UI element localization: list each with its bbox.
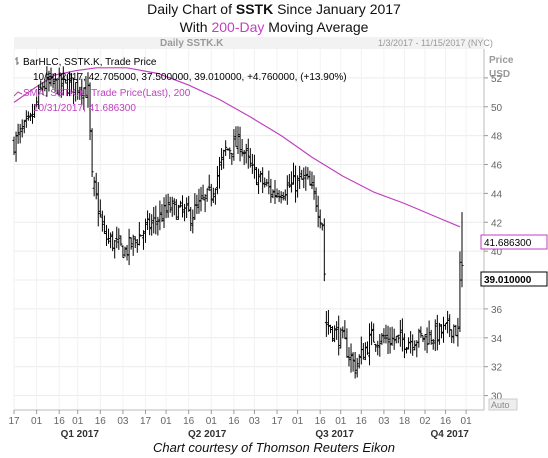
price-tick-label: 36 [491,305,503,316]
day-tick-label: 01 [72,416,84,427]
grid [13,49,484,410]
quarter-label: Q2 2017 [188,429,227,440]
day-tick-label: 01 [161,416,173,427]
price-tick-label: 42 [491,218,503,229]
sma-last-value-box [480,234,548,250]
day-tick-label: 18 [399,416,411,427]
day-tick-label: 16 [183,416,195,427]
panel-header-bar [14,37,484,49]
quarter-label: Q3 2017 [315,429,354,440]
legend-bar-series: BarHLC, SSTK.K, Trade Price 10/31/2017, … [15,57,347,83]
price-tick-label: 40 [491,247,503,258]
auto-scale-label: Auto [491,400,510,410]
day-tick-label: 16 [440,416,452,427]
auto-scale-button[interactable] [488,398,518,411]
chart-title-line-1: Daily Chart of SSTK Since January 2017 [0,1,548,17]
legend-sma-series: SMA, SSTK.K, Trade Price(Last), 200 10/3… [13,88,191,114]
legend: BarHLC, SSTK.K, Trade Price 10/31/2017, … [13,57,347,114]
legend-sma-name: SMA, SSTK.K, Trade Price(Last), 200 [23,88,191,99]
day-tick-label: 03 [117,416,129,427]
day-tick-label: 16 [356,416,368,427]
day-tick-label: 03 [378,416,390,427]
subtitle-suffix: Moving Average [264,19,369,35]
day-tick-label: 16 [95,416,107,427]
legend-bar-name: BarHLC, SSTK.K, Trade Price [23,57,157,68]
legend-sma-values: 10/31/2017, 41.686300 [33,103,136,114]
ohlc-bars [12,66,464,379]
date-range: 1/3/2017 - 11/15/2017 (NYC) [378,38,493,48]
day-tick-label: 16 [315,416,327,427]
quarter-label: Q1 2017 [61,429,100,440]
legend-bar-values: 10/31/2017, 42.705000, 37.500000, 39.010… [33,72,347,83]
sma-last-value: 41.686300 [484,238,532,249]
day-tick-label: 16 [228,416,240,427]
last-price-box [480,271,548,287]
price-tick-label: 46 [491,161,503,172]
day-tick-label: 17 [8,416,20,427]
title-suffix: Since January 2017 [273,1,401,17]
price-tick-label: 44 [491,189,503,200]
price-tick-label: 30 [491,392,503,403]
day-tick-label: 17 [140,416,152,427]
title-ticker: SSTK [235,1,274,17]
day-tick-label: 17 [271,416,283,427]
price-axis-label: Price [489,55,514,66]
price-tick-label: 32 [491,363,503,374]
day-tick-label: 02 [419,416,431,427]
day-tick-label: 16 [54,416,66,427]
title-prefix: Daily Chart of [147,1,236,17]
price-tick-label: 52 [491,74,503,85]
day-tick-label: 01 [292,416,304,427]
last-price-tag: 39.010000 [480,271,548,287]
day-tick-label: 01 [206,416,218,427]
price-tick-label: 34 [491,334,503,345]
quarter-label: Q4 2017 [430,429,469,440]
sma-line [13,67,461,228]
day-tick-label: 01 [31,416,43,427]
time-axis: 17 01 16 01 16 03 17 01 16 01 16 03 17 01 16 01 16 03 18 02… [8,410,472,440]
price-unit-label: USD [489,69,510,80]
subtitle-sma-label: 200-Day [211,19,265,35]
day-tick-label: 03 [249,416,261,427]
legend-sma-glyph [13,91,23,97]
price-tick-label: 48 [491,132,503,143]
price-tick-label: 50 [491,103,503,114]
sma-200-line [13,67,461,228]
day-tick-label: 01 [335,416,347,427]
sma-last-value-tag: 41.686300 [480,234,548,250]
chart-title-line-2: With 200-Day Moving Average [0,19,548,35]
chart-credit: Chart courtesy of Thomson Reuters Eikon [152,440,396,455]
panel-title: Daily SSTK.K [160,38,224,49]
subtitle-prefix: With [179,19,212,35]
day-tick-label: 01 [461,416,473,427]
last-price-value: 39.010000 [484,275,532,286]
